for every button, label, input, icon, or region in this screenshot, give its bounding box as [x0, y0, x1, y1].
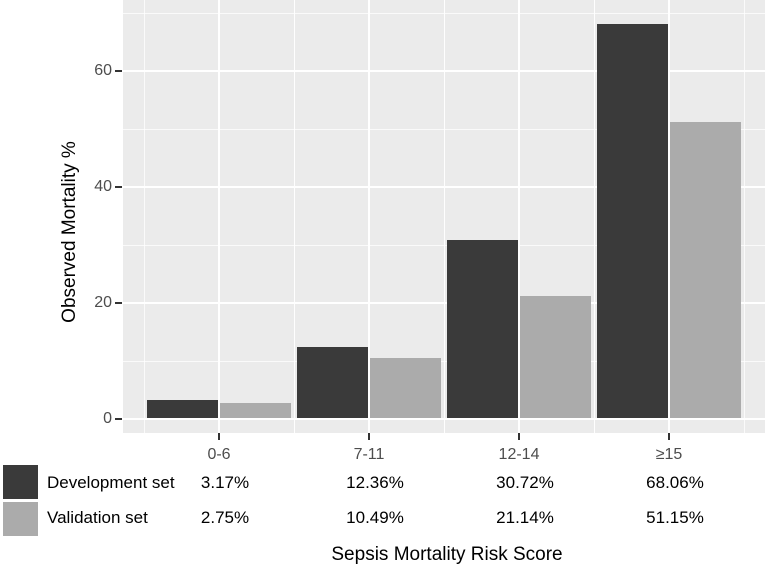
y-axis-tick — [115, 69, 122, 72]
x-axis-title: Sepsis Mortality Risk Score — [331, 544, 563, 565]
y-axis-tick-label: 20 — [94, 293, 112, 311]
gridline-major-v — [218, 0, 220, 433]
bar-validation-4 — [670, 121, 741, 419]
x-axis-tick — [668, 433, 670, 440]
legend-swatch-development — [3, 465, 38, 499]
table-value-validation-4: 51.15% — [646, 508, 704, 527]
table-value-development-2: 12.36% — [346, 473, 404, 492]
plot-panel — [123, 0, 765, 433]
bar-development-4 — [597, 23, 668, 419]
gridline-major-v — [668, 0, 670, 433]
x-axis-tick — [218, 433, 220, 440]
table-value-development-4: 68.06% — [646, 473, 704, 492]
gridline-minor-v — [144, 0, 145, 433]
y-axis-tick-label: 60 — [94, 61, 112, 79]
legend-swatch-validation — [3, 502, 38, 536]
table-value-development-3: 30.72% — [496, 473, 554, 492]
legend-label-development: Development set — [47, 473, 175, 492]
gridline-major-v — [368, 0, 370, 433]
x-axis-tick-label: 12-14 — [498, 446, 540, 463]
x-axis-tick — [368, 433, 370, 440]
gridline-minor-v — [744, 0, 745, 433]
y-axis-tick-label: 40 — [94, 177, 112, 195]
x-axis-tick-label: 7-11 — [353, 446, 385, 463]
table-value-development-1: 3.17% — [200, 473, 250, 492]
legend-label-validation: Validation set — [47, 508, 148, 527]
x-axis-tick-label: 0-6 — [207, 446, 231, 463]
bar-development-3 — [447, 240, 518, 419]
x-axis-tick — [518, 433, 520, 440]
bar-validation-1 — [220, 402, 291, 419]
gridline-minor-v — [594, 0, 595, 433]
bar-validation-3 — [520, 295, 591, 419]
table-value-validation-2: 10.49% — [346, 508, 404, 527]
y-axis-tick-label: 0 — [103, 409, 112, 427]
y-axis-tick — [115, 301, 122, 304]
bar-validation-2 — [370, 357, 441, 419]
bar-development-1 — [147, 400, 218, 419]
gridline-major-v — [518, 0, 520, 433]
table-value-validation-1: 2.75% — [200, 508, 250, 527]
bar-development-2 — [297, 346, 368, 419]
y-axis-tick — [115, 185, 122, 188]
gridline-minor-v — [294, 0, 295, 433]
y-axis-tick — [115, 417, 122, 420]
x-axis-tick-label: ≥15 — [655, 446, 683, 463]
gridline-minor-v — [444, 0, 445, 433]
table-value-validation-3: 21.14% — [496, 508, 554, 527]
